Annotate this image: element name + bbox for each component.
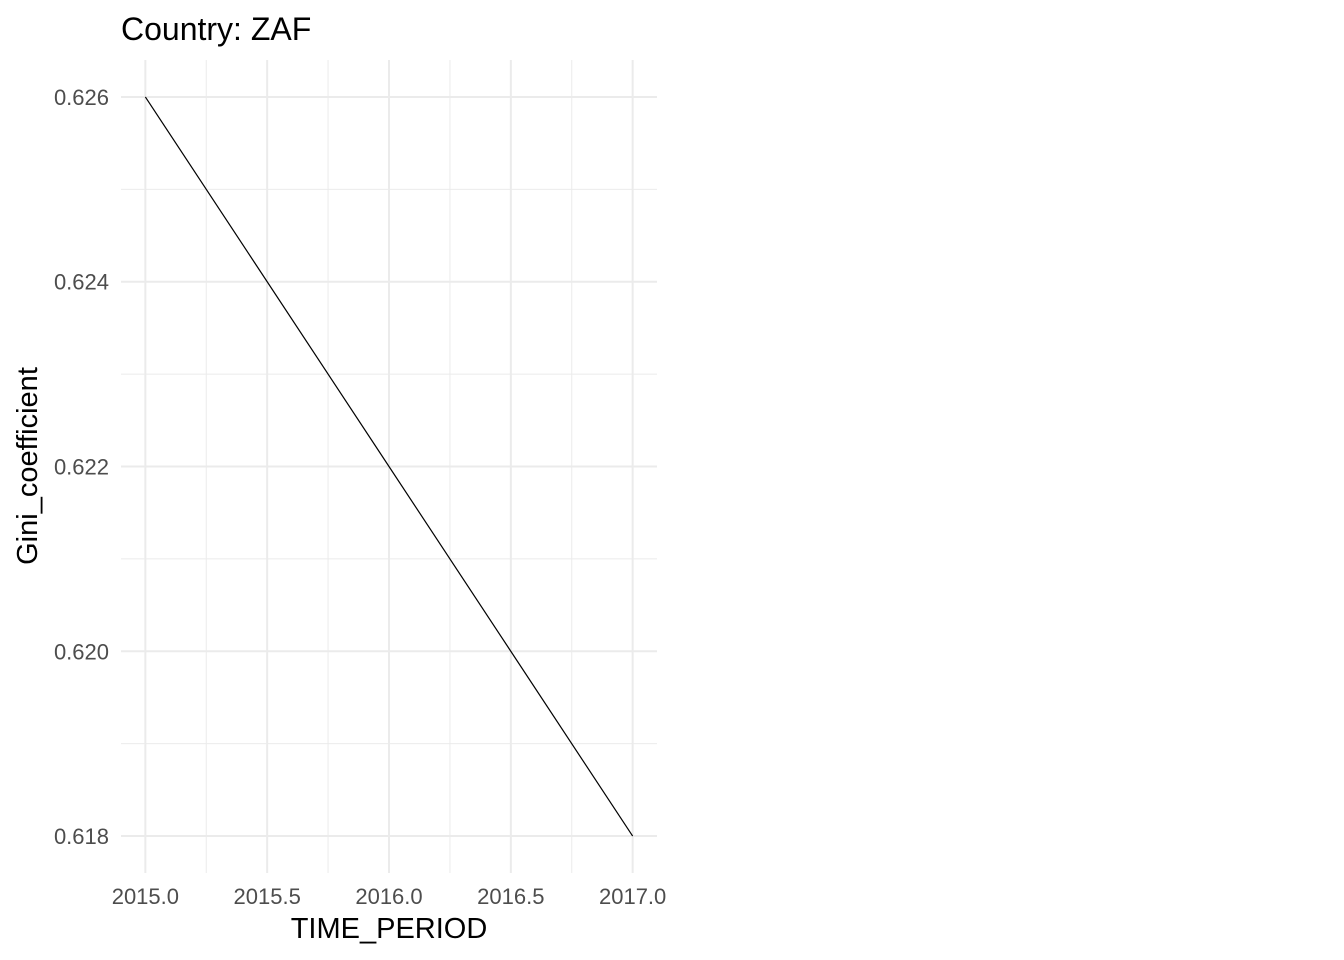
x-tick-labels: 2015.0 2015.5 2016.0 2016.5 2017.0 xyxy=(112,884,667,909)
x-tick-label-4: 2017.0 xyxy=(599,884,666,909)
x-tick-label-1: 2015.5 xyxy=(234,884,301,909)
series-layer xyxy=(144,96,634,837)
x-axis-title: TIME_PERIOD xyxy=(291,913,488,945)
x-tick-label-0: 2015.0 xyxy=(112,884,179,909)
grid-major xyxy=(121,60,657,873)
plot-panel xyxy=(121,60,657,873)
x-tick-label-3: 2016.5 xyxy=(477,884,544,909)
y-tick-label-1: 0.620 xyxy=(54,639,109,664)
y-axis-title: Gini_coefficient xyxy=(12,367,44,565)
y-tick-label-2: 0.622 xyxy=(54,455,109,480)
chart-title: Country: ZAF xyxy=(121,11,311,47)
series-line-0 xyxy=(144,96,634,837)
x-tick-label-2: 2016.0 xyxy=(355,884,422,909)
y-tick-labels: 0.618 0.620 0.622 0.624 0.626 xyxy=(54,85,109,849)
y-tick-label-4: 0.626 xyxy=(54,85,109,110)
y-tick-label-3: 0.624 xyxy=(54,270,109,295)
y-tick-label-0: 0.618 xyxy=(54,824,109,849)
